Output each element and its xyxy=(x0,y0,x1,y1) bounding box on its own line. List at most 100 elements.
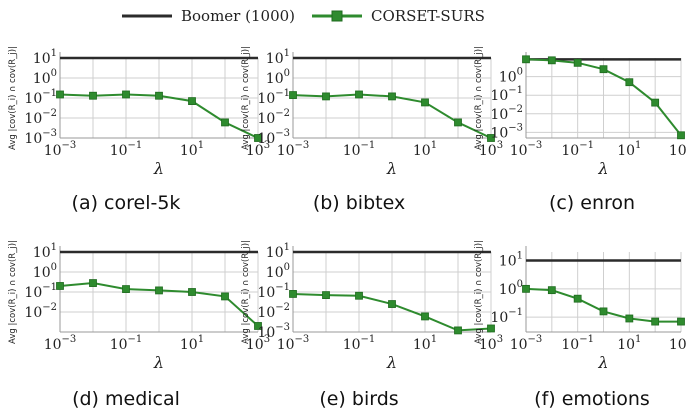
y-tick-label: 10−2 xyxy=(257,108,290,127)
y-tick-label: 100 xyxy=(33,262,57,281)
panel-caption: (e) birds xyxy=(319,388,398,410)
x-tick-label: 10−3 xyxy=(510,140,543,159)
y-axis-label: Avg |cov(R_i) ∩ cov(R_j)| xyxy=(241,240,251,344)
x-tick-label: 103 xyxy=(479,140,503,159)
x-tick-label: 10−1 xyxy=(561,334,594,353)
y-tick-label: 10−2 xyxy=(24,108,57,127)
y-tick-label: 100 xyxy=(33,68,57,87)
y-axis-label: Avg |cov(R_i) ∩ cov(R_j)| xyxy=(241,46,251,150)
data-point xyxy=(547,56,556,65)
data-point xyxy=(322,92,330,101)
legend-label-1: CORSET-SURS xyxy=(371,7,485,25)
y-tick-label: 10−3 xyxy=(24,128,57,147)
x-tick-label: 103 xyxy=(246,140,270,159)
data-point xyxy=(625,314,634,323)
data-point xyxy=(599,307,608,316)
data-point xyxy=(454,326,462,335)
y-tick-label: 101 xyxy=(266,242,290,261)
x-tick-label: 101 xyxy=(413,140,437,159)
x-tick-label: 101 xyxy=(617,334,641,353)
x-tick-label: 101 xyxy=(180,140,204,159)
data-point xyxy=(56,90,64,99)
x-tick-label: 10−3 xyxy=(44,140,77,159)
panel-caption: (a) corel-5k xyxy=(72,192,181,214)
y-tick-label: 10−3 xyxy=(490,122,523,141)
legend-label-0: Boomer (1000) xyxy=(181,7,295,25)
x-tick-label: 10−1 xyxy=(343,140,376,159)
y-tick-label: 10−1 xyxy=(490,307,523,326)
data-point xyxy=(155,91,163,100)
data-point xyxy=(155,286,163,295)
y-tick-label: 10−2 xyxy=(490,104,523,123)
y-tick-label: 100 xyxy=(499,67,523,86)
data-point xyxy=(421,312,429,321)
x-tick-label: 103 xyxy=(669,334,687,353)
data-point xyxy=(289,91,297,99)
data-point xyxy=(454,118,462,127)
data-point xyxy=(355,291,363,300)
x-tick-label: 101 xyxy=(413,334,437,353)
data-point xyxy=(188,288,196,296)
data-point xyxy=(221,118,229,127)
x-axis-label: λ xyxy=(597,159,608,178)
x-axis-label: λ xyxy=(153,353,164,372)
data-point xyxy=(651,317,660,326)
panel-caption: (f) emotions xyxy=(534,388,650,410)
x-tick-label: 103 xyxy=(246,334,270,353)
x-tick-label: 10−3 xyxy=(277,140,310,159)
data-point xyxy=(89,91,97,100)
data-point xyxy=(487,134,495,142)
y-axis-label: Avg |cov(R_i) ∩ cov(R_j)| xyxy=(8,46,18,150)
data-point xyxy=(221,292,229,301)
x-tick-label: 103 xyxy=(669,140,687,159)
y-tick-label: 101 xyxy=(33,48,57,67)
data-point xyxy=(522,284,530,293)
data-point xyxy=(122,90,130,99)
panel-caption: (b) bibtex xyxy=(313,192,405,214)
data-point xyxy=(188,97,196,105)
data-point xyxy=(56,282,64,290)
y-tick-label: 10−3 xyxy=(257,322,290,341)
y-tick-label: 10−1 xyxy=(24,282,57,301)
data-point xyxy=(677,131,685,140)
x-axis-label: λ xyxy=(153,159,164,178)
data-point xyxy=(651,98,660,107)
y-tick-label: 10−1 xyxy=(257,282,290,301)
x-tick-label: 10−1 xyxy=(343,334,376,353)
x-tick-label: 103 xyxy=(479,334,503,353)
data-point xyxy=(122,285,130,293)
y-tick-label: 100 xyxy=(266,262,290,281)
y-tick-label: 100 xyxy=(499,279,523,298)
data-point xyxy=(388,300,396,308)
y-axis-label: Avg |cov(R_i) ∩ cov(R_j)| xyxy=(8,240,18,344)
data-point xyxy=(421,98,429,107)
y-tick-label: 101 xyxy=(33,242,57,261)
panel-caption: (c) enron xyxy=(549,192,635,214)
x-tick-label: 101 xyxy=(180,334,204,353)
data-point xyxy=(547,286,556,295)
x-tick-label: 10−3 xyxy=(44,334,77,353)
x-tick-label: 10−1 xyxy=(561,140,594,159)
y-tick-label: 100 xyxy=(266,68,290,87)
x-tick-label: 10−3 xyxy=(510,334,543,353)
y-tick-label: 10−1 xyxy=(490,85,523,104)
data-point xyxy=(388,92,396,101)
y-axis-label: Avg |cov(R_i) ∩ cov(R_j)| xyxy=(474,46,484,150)
x-axis-label: λ xyxy=(386,159,397,178)
data-point xyxy=(487,324,495,333)
y-tick-label: 10−1 xyxy=(257,88,290,107)
data-point xyxy=(573,294,582,303)
data-point xyxy=(254,322,262,330)
data-point xyxy=(573,58,582,67)
x-tick-label: 10−1 xyxy=(110,140,143,159)
x-tick-label: 101 xyxy=(617,140,641,159)
x-axis-label: λ xyxy=(386,353,397,372)
data-point xyxy=(89,279,97,287)
